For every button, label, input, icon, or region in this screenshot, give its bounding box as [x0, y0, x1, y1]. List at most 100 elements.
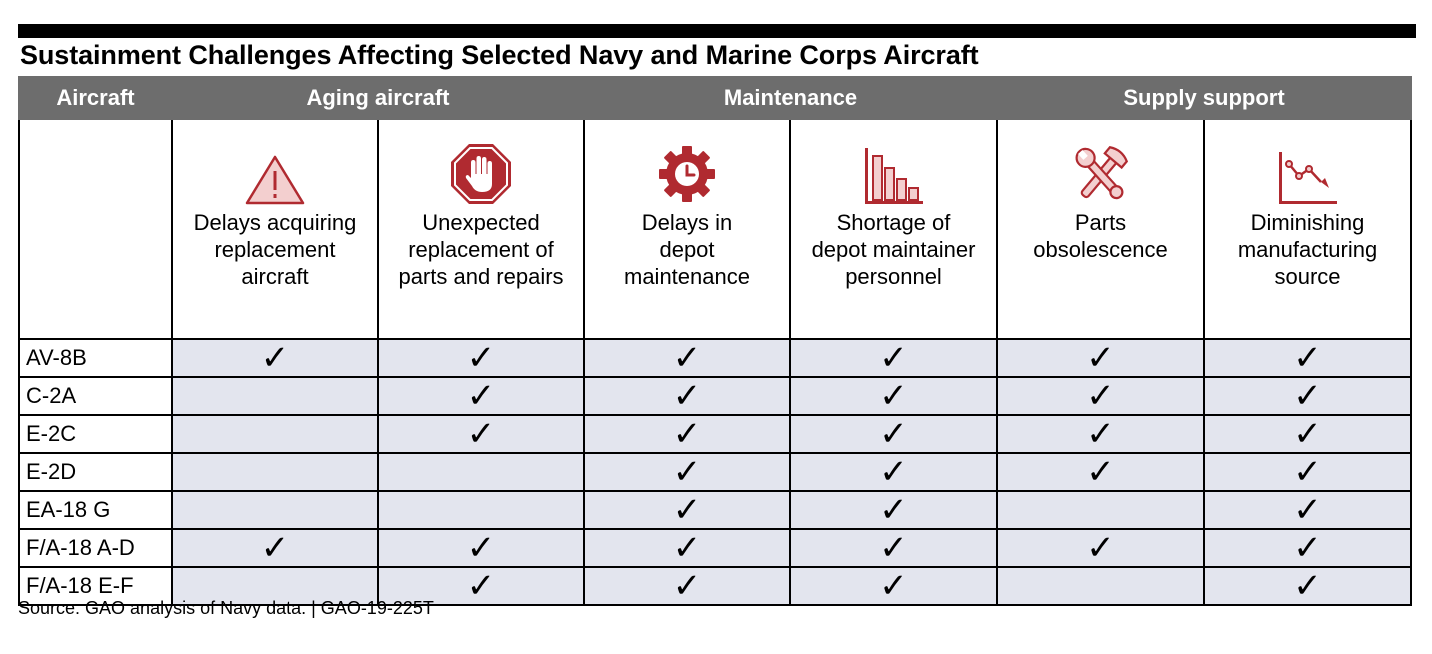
check-mark: ✓	[466, 339, 496, 377]
check-mark: ✓	[466, 529, 496, 567]
check-cell: ✓	[583, 452, 791, 492]
check-cell: ✓	[1203, 376, 1413, 416]
source-note: Source: GAO analysis of Navy data. | GAO…	[18, 598, 434, 618]
challenge-header: Delays acquiring replacement aircraft	[171, 118, 379, 340]
check-mark: ✓	[672, 415, 702, 453]
table-row: C-2A ✓ ✓ ✓ ✓ ✓	[18, 376, 1413, 416]
aircraft-name: C-2A	[18, 376, 173, 416]
check-cell: ✓	[996, 376, 1206, 416]
aircraft-name: E-2C	[18, 414, 173, 454]
check-cell: ✓	[788, 452, 999, 492]
table-row: AV-8B ✓ ✓ ✓ ✓ ✓ ✓	[18, 338, 1413, 378]
group-header-maintenance: Maintenance	[582, 76, 999, 120]
check-cell: ✓	[377, 414, 585, 454]
check-cell	[171, 566, 379, 606]
check-cell: ✓	[1203, 528, 1413, 568]
check-cell: ✓	[583, 566, 791, 606]
check-mark: ✓	[879, 339, 908, 377]
check-cell: ✓	[788, 490, 999, 530]
challenge-label: Parts obsolescence	[1033, 210, 1168, 262]
check-cell: ✓	[1203, 452, 1413, 492]
check-cell: ✓	[788, 414, 999, 454]
gear-clock-icon	[659, 146, 715, 202]
group-header-row: Aircraft Aging aircraft Maintenance Supp…	[18, 76, 1413, 120]
check-cell: ✓	[996, 452, 1206, 492]
aircraft-name: AV-8B	[18, 338, 173, 378]
check-cell	[996, 566, 1206, 606]
check-mark: ✓	[1086, 377, 1115, 415]
check-mark: ✓	[260, 529, 290, 567]
aircraft-name: F/A-18 A-D	[18, 528, 173, 568]
check-cell: ✓	[996, 528, 1206, 568]
challenge-header-row: Delays acquiring replacement aircraft Un…	[18, 118, 1413, 340]
check-cell: ✓	[788, 376, 999, 416]
check-cell: ✓	[583, 414, 791, 454]
table-row: F/A-18 A-D ✓ ✓ ✓ ✓ ✓ ✓	[18, 528, 1413, 568]
check-cell: ✓	[788, 338, 999, 378]
challenge-label: Unexpected replacement of parts and repa…	[398, 210, 564, 289]
check-cell: ✓	[1203, 566, 1413, 606]
challenge-header: Unexpected replacement of parts and repa…	[377, 118, 585, 340]
challenge-header: Diminishing manufacturing source	[1203, 118, 1413, 340]
check-cell: ✓	[377, 376, 585, 416]
check-mark: ✓	[879, 415, 908, 453]
check-mark: ✓	[1293, 377, 1322, 415]
check-mark: ✓	[1086, 529, 1115, 567]
check-cell	[377, 490, 585, 530]
check-mark: ✓	[672, 377, 702, 415]
check-mark: ✓	[466, 377, 496, 415]
check-mark: ✓	[879, 377, 908, 415]
sustainment-table: Aircraft Aging aircraft Maintenance Supp…	[18, 76, 1413, 606]
challenge-label: Shortage of depot maintainer personnel	[811, 210, 976, 289]
check-mark: ✓	[879, 453, 908, 491]
check-cell	[171, 490, 379, 530]
check-mark: ✓	[1293, 491, 1322, 529]
check-cell: ✓	[583, 338, 791, 378]
challenge-label: Diminishing manufacturing source	[1237, 210, 1378, 289]
check-mark: ✓	[466, 567, 496, 605]
page-title: Sustainment Challenges Affecting Selecte…	[20, 40, 979, 70]
check-cell	[377, 452, 585, 492]
check-cell: ✓	[171, 528, 379, 568]
stop-hand-icon	[451, 144, 511, 204]
check-mark: ✓	[672, 567, 702, 605]
check-cell: ✓	[377, 528, 585, 568]
check-cell: ✓	[996, 338, 1206, 378]
group-header-supply: Supply support	[996, 76, 1413, 120]
check-cell: ✓	[1203, 414, 1413, 454]
check-cell	[171, 376, 379, 416]
check-mark: ✓	[672, 491, 702, 529]
declining-bars-icon	[864, 148, 923, 204]
check-cell	[171, 414, 379, 454]
declining-line-icon	[1278, 152, 1337, 204]
aircraft-header: Aircraft	[18, 76, 173, 120]
challenge-label: Delays in depot maintenance	[624, 210, 750, 289]
check-mark: ✓	[1086, 339, 1115, 377]
aircraft-name: EA-18 G	[18, 490, 173, 530]
aircraft-name: F/A-18 E-F	[18, 566, 173, 606]
check-cell: ✓	[583, 490, 791, 530]
check-mark: ✓	[1293, 529, 1322, 567]
check-mark: ✓	[879, 529, 908, 567]
wrench-hammer-icon	[1075, 146, 1128, 200]
check-cell: ✓	[1203, 490, 1413, 530]
check-cell: ✓	[788, 566, 999, 606]
check-mark: ✓	[1293, 567, 1322, 605]
check-mark: ✓	[672, 453, 702, 491]
check-cell: ✓	[171, 338, 379, 378]
check-cell: ✓	[583, 376, 791, 416]
check-cell: ✓	[1203, 338, 1413, 378]
check-mark: ✓	[1086, 415, 1115, 453]
challenge-header: Shortage of depot maintainer personnel	[788, 118, 999, 340]
check-cell: ✓	[377, 566, 585, 606]
check-cell: ✓	[377, 338, 585, 378]
check-mark: ✓	[1086, 453, 1115, 491]
check-mark: ✓	[672, 529, 702, 567]
aircraft-rows: AV-8B ✓ ✓ ✓ ✓ ✓ ✓ C-2A ✓ ✓ ✓ ✓ ✓ E-2C ✓ ✓ ✓ ✓ ✓ E-2D ✓ ✓ ✓ ✓ EA-…	[18, 338, 1413, 606]
aircraft-name: E-2D	[18, 452, 173, 492]
empty-corner-cell	[18, 118, 173, 340]
check-mark: ✓	[879, 567, 908, 605]
challenge-label: Delays acquiring replacement aircraft	[193, 210, 357, 289]
table-row: E-2C ✓ ✓ ✓ ✓ ✓	[18, 414, 1413, 454]
check-mark: ✓	[1293, 453, 1322, 491]
